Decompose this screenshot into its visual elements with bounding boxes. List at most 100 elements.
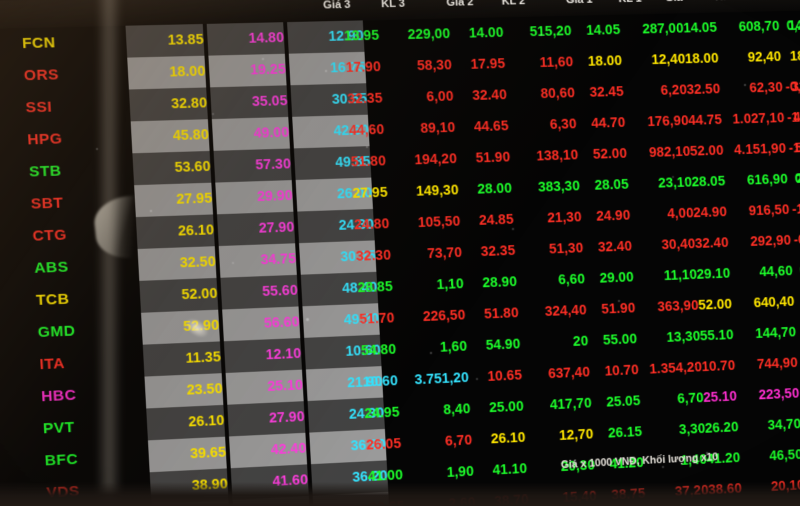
col-gia-2[interactable]: Giá 2	[446, 0, 473, 9]
bid-cell: 24.95	[339, 397, 401, 431]
bid-cell: 1,60	[397, 331, 468, 365]
ceiling-price-cell: 34.75	[225, 243, 297, 277]
match-cell: 28.05	[671, 166, 726, 199]
bid-cell: 51.80	[325, 146, 387, 179]
bid-cell: 38.70	[469, 485, 530, 506]
ref-price-cell: 23.50	[150, 373, 223, 408]
bid-cell: 51.90	[450, 142, 511, 175]
ceiling-price-cell: 14.80	[213, 22, 285, 55]
ref-price-cell: 39.65	[154, 437, 227, 472]
bid-cell: 13.95	[318, 20, 380, 53]
ceiling-price-cell: 55.60	[226, 275, 298, 309]
ceiling-price-cell: 35.05	[216, 85, 288, 119]
bid-cell: 51.90	[576, 293, 636, 326]
bid-cell: 51.80	[459, 298, 520, 332]
bid-cell: 24.80	[328, 208, 390, 242]
symbol-cell: HPG	[27, 122, 103, 156]
bid-cell: 32.35	[322, 83, 384, 116]
bid-cell: 41.10	[467, 453, 528, 487]
match-cell: 29.10	[676, 258, 731, 291]
bid-cell: 14.00	[444, 17, 505, 50]
col-kl-1[interactable]: KL 1	[618, 0, 642, 5]
symbol-cell: STB	[28, 154, 104, 188]
ref-price-cell: 11.35	[149, 341, 222, 376]
symbol-cell: CTG	[32, 218, 108, 253]
ask-cell: 28.10	[776, 163, 800, 195]
col-match-change[interactable]: +/-	[757, 0, 770, 2]
bid-cell: 18.00	[563, 46, 623, 78]
bid-cell: 10.65	[462, 360, 523, 394]
bid-cell: 41.00	[342, 460, 404, 495]
bid-cell: 54.90	[460, 329, 521, 363]
ask-cell: 10.75	[786, 346, 800, 379]
match-cell: 52.00	[669, 135, 724, 167]
ask-cell: 14.10	[768, 10, 800, 42]
ref-price-cell: 53.60	[138, 151, 211, 185]
bid-cell: 28.85	[332, 271, 394, 305]
quote-table: FCN 13.85 14.80 12.90 13.95 229,00 14.00 515,20…	[0, 11, 800, 506]
ref-price-cell: 26.10	[152, 405, 225, 440]
ceiling-price-cell: 27.90	[223, 212, 295, 246]
col-kl-3[interactable]: KL 3	[381, 0, 405, 10]
ceiling-price-cell: 27.90	[233, 401, 305, 436]
ceiling-price-cell: 29.90	[221, 180, 293, 214]
bid-cell: 38.75	[586, 478, 646, 506]
bid-cell: 25.05	[581, 386, 641, 420]
ask-cell: 26.20	[789, 407, 800, 440]
match-cell: 24.90	[672, 197, 727, 230]
ask-cell: 25.00	[778, 193, 800, 225]
ceiling-price-cell: 49.00	[218, 117, 290, 151]
ask-cell: 29.10	[781, 254, 800, 287]
match-cell: 10.70	[681, 350, 736, 383]
ceiling-price-cell: 41.60	[237, 464, 309, 499]
bid-cell: 28.05	[570, 169, 630, 202]
bid-cell: 58,30	[382, 50, 453, 83]
symbol-cell: SSI	[25, 90, 101, 124]
bid-cell: 51.70	[334, 303, 396, 337]
bid-cell: 52.00	[568, 138, 628, 171]
stock-board-photo: UPCOM Phái sinh Thỏa thuận Thống kê Lô l…	[0, 0, 800, 506]
bid-cell: 44,60	[323, 114, 385, 147]
bid-cell: 17.95	[445, 48, 506, 81]
ask-cell: 32.50	[771, 71, 800, 103]
ref-price-cell: 45.80	[137, 119, 210, 153]
bid-cell: 2,60	[406, 487, 477, 506]
col-match-kl[interactable]: KL	[715, 0, 730, 3]
match-cell: 32.50	[666, 74, 721, 106]
symbol-cell: TCB	[35, 282, 111, 317]
bid-cell: 194,20	[387, 143, 458, 176]
col-match-gia[interactable]: Giá	[665, 0, 683, 4]
bid-cell: 26.15	[583, 417, 643, 451]
match-cell: 26.20	[684, 412, 739, 445]
ceiling-price-cell: 57.30	[219, 149, 291, 183]
bid-cell: 105,50	[390, 206, 461, 240]
ref-price-cell: 52.00	[145, 278, 218, 313]
ceiling-price-cell: 19.25	[214, 54, 286, 87]
bid-cell: 38.65	[344, 491, 406, 506]
match-cell: 32.40	[674, 228, 729, 261]
ref-price-cell: 52.90	[147, 310, 220, 345]
bid-cell: 14.05	[561, 15, 621, 47]
ref-price-cell: 26.10	[142, 214, 215, 248]
bid-cell: 6,00	[384, 81, 455, 114]
ref-price-cell: 27.95	[140, 183, 213, 217]
bid-cell: 32.35	[455, 235, 516, 268]
match-cell: 25.10	[682, 381, 737, 414]
bid-cell: 8,40	[401, 394, 472, 429]
bid-cell: 32.40	[573, 231, 633, 264]
col-kl-2[interactable]: KL 2	[501, 0, 525, 8]
monitor-panel: UPCOM Phái sinh Thỏa thuận Thống kê Lô l…	[0, 0, 800, 506]
bid-cell: 32.30	[330, 240, 392, 274]
ref-price-cell: 32.80	[135, 87, 208, 121]
col-gia-1[interactable]: Giá 1	[566, 0, 593, 6]
bid-cell: 28.00	[452, 173, 513, 206]
symbol-cell: SBT	[30, 186, 106, 221]
match-cell: 55.10	[679, 320, 734, 353]
bid-cell: 54.80	[335, 334, 397, 368]
symbol-cell: ABS	[33, 250, 109, 285]
symbol-cell: ITA	[39, 346, 115, 381]
col-gia-3[interactable]: Giá 3	[323, 0, 351, 11]
ask-cell: 55.10	[784, 315, 800, 348]
bid-cell: 44.70	[566, 107, 626, 140]
ask-cell: 25.10	[787, 376, 800, 409]
